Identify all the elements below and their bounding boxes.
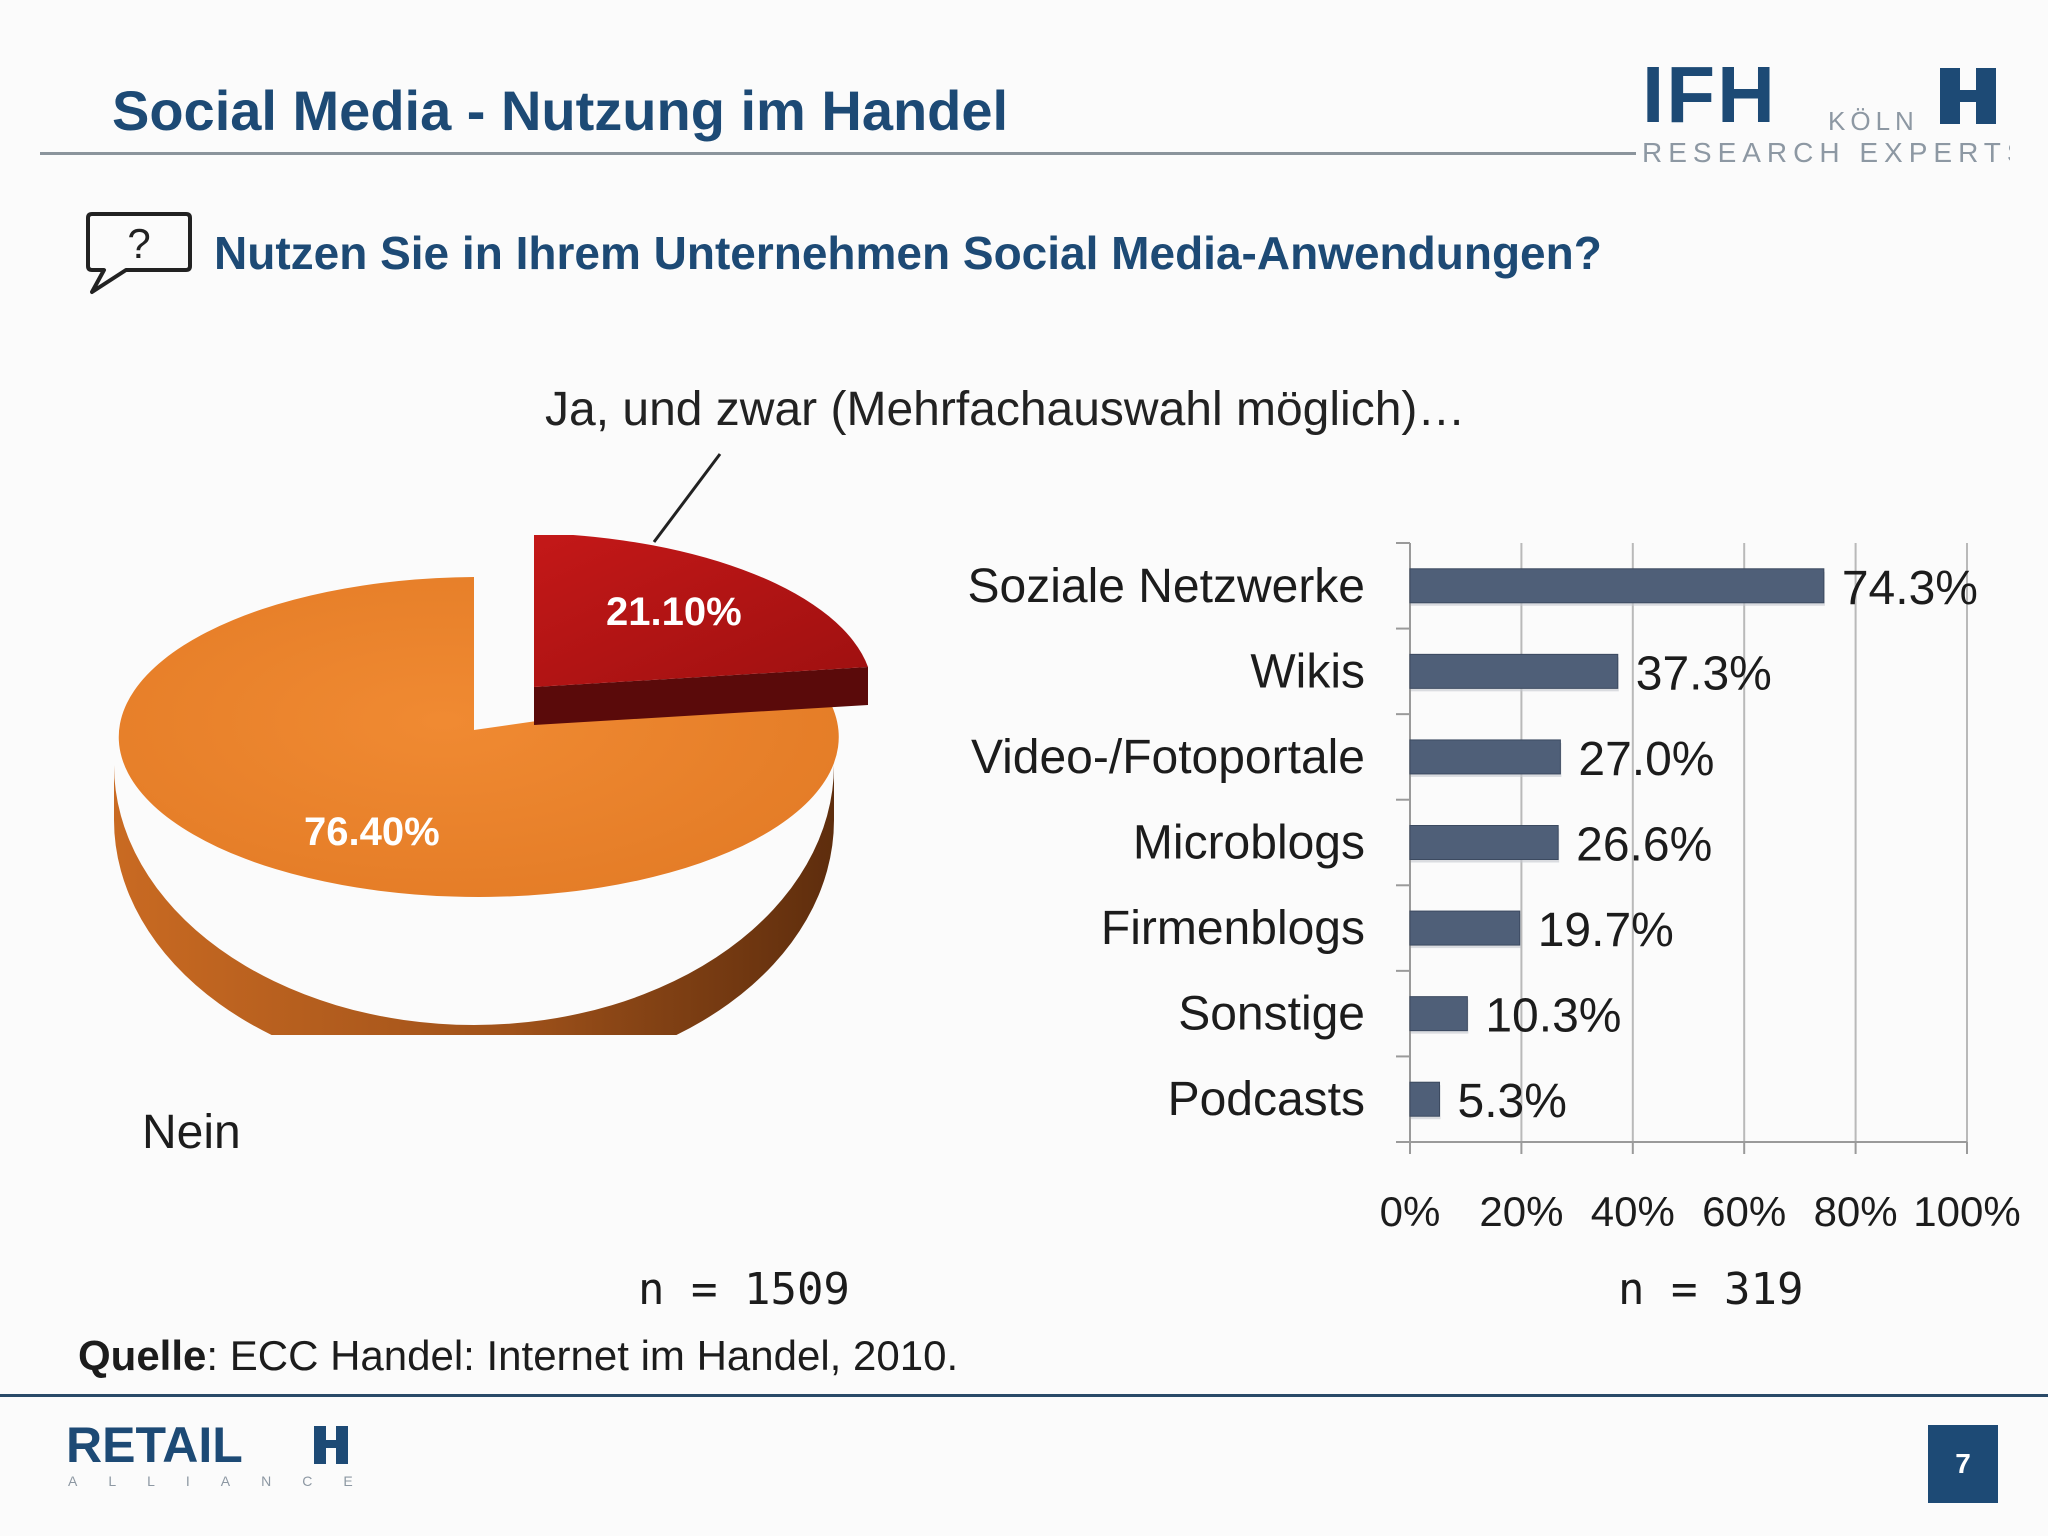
source-note: Quelle: ECC Handel: Internet im Handel, … [78,1332,958,1380]
ifh-logo-tagline: RESEARCH EXPERTS [1642,137,2010,168]
ja-callout-label: Ja, und zwar (Mehrfachauswahl möglich)… [545,383,1466,436]
category-label: Podcasts [1168,1073,1365,1126]
source-text: : ECC Handel: Internet im Handel, 2010. [206,1332,959,1379]
value-label: 26.6% [1576,819,1712,872]
x-tick-label: 40% [1591,1188,1675,1235]
ifh-logo-city: KÖLN [1828,106,1919,136]
x-tick-label: 20% [1479,1188,1563,1235]
callout-line [652,453,722,543]
value-label: 37.3% [1636,647,1772,700]
page-number: 7 [1928,1425,1998,1503]
category-label: Soziale Netzwerke [968,560,1366,613]
pie-slice-nein [118,577,839,897]
bar [1409,1081,1441,1117]
category-label: Sonstige [1178,988,1365,1041]
bar [1409,825,1559,860]
x-tick-label: 0% [1380,1188,1441,1235]
category-label: Microblogs [1133,817,1365,870]
pie-slice-ja [534,535,868,687]
bar [1409,568,1825,604]
footer-divider [0,1394,2048,1397]
value-label: 19.7% [1538,904,1674,957]
retail-logo-sub: ALLIANCE [68,1473,366,1489]
pie-label-ja: 21.10% [606,590,742,634]
pie-chart [114,535,868,1035]
category-label: Wikis [1250,645,1365,698]
pie-sample-size: n = 1509 [638,1264,850,1315]
category-label: Video-/Fotoportale [971,731,1365,784]
retail-logo-text: RETAIL [66,1420,243,1473]
bar [1409,910,1521,946]
category-label: Firmenblogs [1101,902,1365,955]
title-divider [40,152,1636,155]
bar-sample-size: n = 319 [1618,1264,1804,1315]
pie-label-nein: 76.40% [304,810,440,854]
value-label: 74.3% [1842,562,1978,615]
value-label: 10.3% [1485,990,1621,1043]
ifh-logo-brand: IFH [1642,60,1777,139]
x-tick-label: 100% [1913,1188,2020,1235]
source-label: Quelle [78,1332,207,1379]
survey-question: Nutzen Sie in Ihrem Unternehmen Social M… [214,227,1602,279]
question-mark: ? [127,220,150,267]
value-label: 5.3% [1458,1075,1567,1128]
x-tick-label: 60% [1702,1188,1786,1235]
bar [1409,653,1619,689]
page-title: Social Media - Nutzung im Handel [112,79,1009,142]
pie-slice-ja-side [534,667,868,725]
bar [1409,739,1561,775]
value-label: 27.0% [1578,733,1714,786]
nein-label: Nein [142,1106,241,1159]
x-tick-label: 80% [1814,1188,1898,1235]
ifh-logo: IFH KÖLN RESEARCH EXPERTS [1642,60,2010,168]
bar [1409,996,1468,1032]
retail-alliance-logo: RETAIL ALLIANCE [66,1420,366,1489]
question-bubble-icon: ? [86,212,192,294]
